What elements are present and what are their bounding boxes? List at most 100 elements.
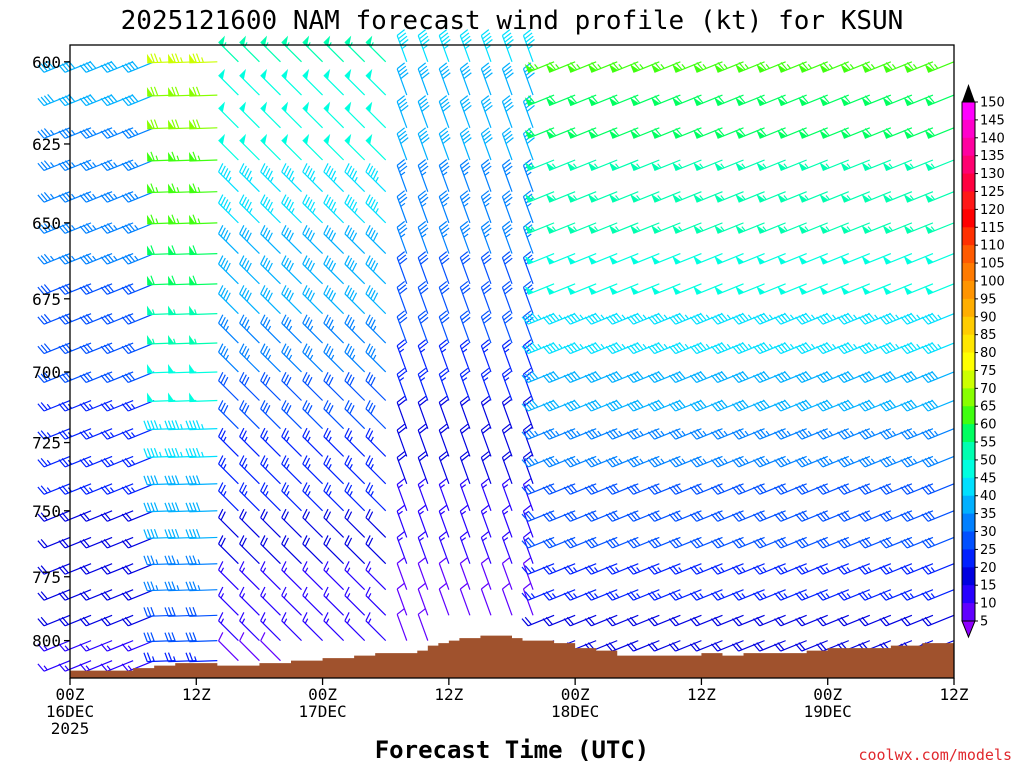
barb-full-feather [777, 512, 785, 521]
barb-full-feather [349, 319, 355, 329]
barb-full-feather [504, 68, 513, 76]
colorbar-swatch [962, 513, 975, 533]
barb-full-feather [239, 163, 245, 173]
barb-full-feather [523, 395, 532, 403]
barb-full-feather [351, 201, 358, 211]
wind-barb [164, 528, 197, 540]
barb-full-feather [58, 459, 66, 468]
barb-staff [239, 293, 260, 315]
barb-full-feather [521, 345, 529, 354]
wind-barb [732, 614, 765, 627]
barb-full-feather [61, 512, 69, 521]
barb-full-feather [82, 285, 90, 294]
barb-staff [147, 614, 176, 617]
barb-full-feather [858, 345, 866, 354]
barb-staff [168, 660, 197, 663]
wind-barb [121, 342, 155, 355]
barb-full-feather [523, 478, 532, 485]
barb-full-feather [440, 32, 449, 40]
barb-staff [927, 483, 955, 495]
barb-full-feather [822, 128, 830, 137]
barb-full-feather [654, 343, 662, 352]
barb-full-feather [399, 165, 408, 173]
barb-full-feather [171, 275, 176, 285]
barb-full-feather [351, 232, 358, 242]
barb-full-feather [843, 62, 851, 71]
barb-full-feather [441, 101, 450, 109]
wind-barb [239, 400, 260, 430]
barb-full-feather [192, 632, 197, 642]
wind-barb [545, 159, 576, 172]
barb-full-feather [521, 316, 529, 325]
barb-full-feather [262, 537, 268, 547]
barb-staff [189, 252, 218, 256]
barb-full-feather [545, 402, 553, 411]
barb-full-feather [885, 400, 893, 409]
barb-full-feather [218, 455, 224, 465]
wind-barb [501, 451, 513, 484]
wind-barb [566, 191, 597, 203]
barb-half-feather [92, 162, 97, 167]
barb-full-feather [822, 484, 830, 493]
barb-full-feather [398, 130, 407, 138]
barb-pennant [693, 129, 703, 139]
barb-full-feather [605, 643, 613, 652]
barb-full-feather [608, 430, 617, 439]
barb-full-feather [302, 285, 308, 295]
colorbar-label: 80 [980, 346, 997, 361]
barb-half-feather [152, 338, 155, 344]
barb-full-feather [239, 255, 245, 265]
barb-staff [189, 614, 218, 617]
barb-staff [396, 373, 408, 401]
barb-full-feather [630, 315, 638, 324]
barb-staff [218, 595, 239, 616]
barb-full-feather [526, 137, 535, 145]
barb-full-feather [399, 101, 408, 109]
wind-barb [239, 482, 260, 512]
barb-full-feather [260, 285, 266, 295]
wind-barb [732, 640, 765, 652]
barb-full-feather [417, 451, 427, 458]
barb-full-feather [626, 566, 634, 575]
barb-staff [396, 588, 408, 616]
wind-barb [121, 640, 155, 652]
wind-barb [816, 589, 849, 601]
wind-barb [344, 314, 366, 344]
colorbar-bottom-arrow [961, 620, 976, 639]
barb-full-feather [549, 128, 557, 137]
barb-staff [501, 429, 513, 457]
barb-half-feather [442, 233, 448, 238]
barb-full-feather [756, 315, 764, 324]
barb-pennant [260, 133, 268, 145]
barb-full-feather [612, 343, 620, 352]
barb-staff [438, 484, 450, 511]
barb-staff [260, 263, 281, 285]
wind-barb [281, 163, 302, 193]
barb-pennant [861, 129, 871, 139]
barb-full-feather [732, 592, 740, 601]
wind-barb [710, 563, 744, 575]
barb-full-feather [502, 478, 511, 485]
barb-full-feather [103, 285, 111, 294]
barb-full-feather [107, 343, 115, 352]
barb-full-feather [503, 454, 512, 462]
barb-staff [522, 227, 534, 254]
barb-full-feather [419, 98, 428, 106]
wind-barb [605, 640, 639, 652]
barb-full-feather [801, 313, 809, 322]
colorbar-label: 100 [980, 274, 1005, 289]
barb-half-feather [804, 195, 809, 200]
barb-full-feather [40, 430, 48, 439]
barb-staff [147, 536, 176, 540]
barb-full-feather [420, 165, 429, 173]
barb-staff [189, 510, 218, 513]
colorbar-label: 25 [980, 543, 997, 558]
barb-full-feather [79, 374, 87, 383]
barb-pennant [167, 305, 175, 315]
barb-full-feather [399, 227, 408, 235]
barb-full-feather [265, 348, 271, 358]
wind-barb [566, 222, 597, 234]
barb-full-feather [323, 586, 329, 596]
barb-full-feather [150, 581, 155, 591]
wind-barb [563, 563, 597, 575]
